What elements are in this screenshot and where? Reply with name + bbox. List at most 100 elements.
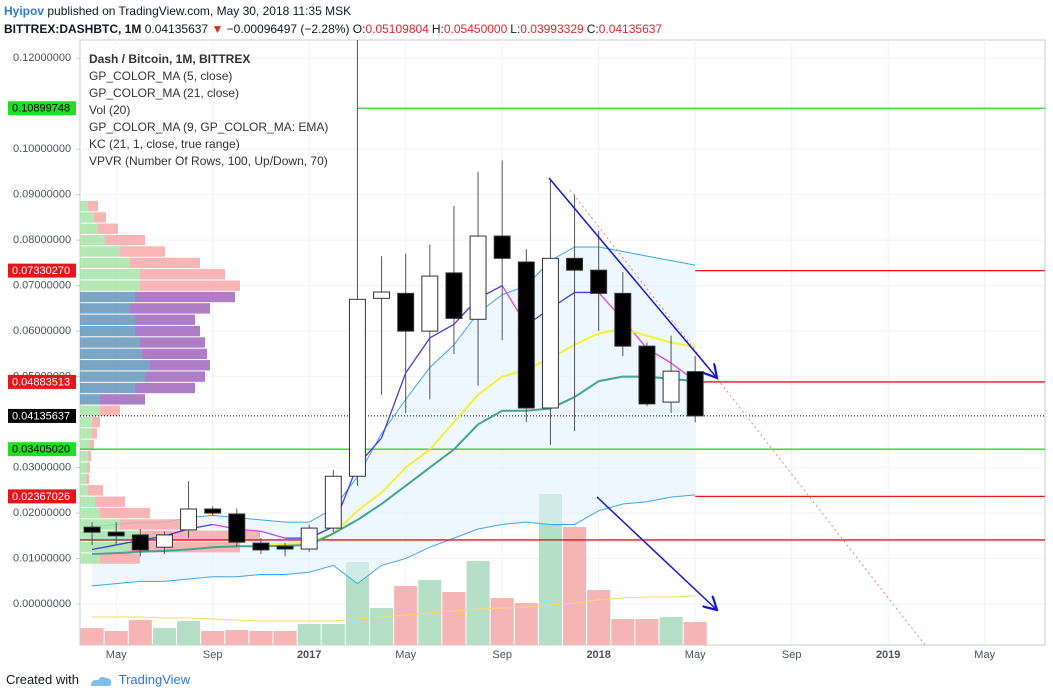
vpvr-down bbox=[98, 223, 118, 234]
vpvr-up bbox=[80, 234, 105, 246]
volume-bar bbox=[177, 621, 201, 645]
volume-bar bbox=[466, 561, 490, 645]
ohlc-key: C: bbox=[586, 22, 599, 36]
brand[interactable]: TradingView bbox=[118, 672, 191, 687]
volume-bar bbox=[345, 562, 369, 645]
x-tick-label: 2017 bbox=[297, 649, 321, 661]
candle-body bbox=[517, 261, 535, 409]
symbol: BITTREX:DASHBTC, 1M bbox=[4, 22, 142, 36]
ma-segment bbox=[574, 380, 600, 398]
vpvr-down bbox=[100, 394, 145, 405]
vpvr-up bbox=[80, 451, 88, 462]
volume-bar bbox=[104, 631, 128, 645]
volume-bar bbox=[370, 608, 394, 645]
volume-bar bbox=[442, 592, 466, 645]
vpvr-down bbox=[100, 553, 140, 564]
vpvr-down bbox=[86, 473, 89, 485]
candle-body bbox=[204, 508, 222, 514]
vpvr-down bbox=[142, 348, 207, 360]
price-tag bbox=[8, 408, 76, 423]
vpvr-down bbox=[100, 405, 120, 416]
legend-entry: VPVR (Number Of Rows, 100, Up/Down, 70) bbox=[89, 154, 328, 168]
price-tag-label: 0.04135637 bbox=[12, 410, 70, 422]
chart: Dash / Bitcoin, 1M, BITTREX GP_COLOR_MA (… bbox=[8, 39, 1046, 661]
kc-lower bbox=[92, 494, 696, 587]
ma-segment bbox=[332, 519, 358, 535]
vpvr-up bbox=[80, 394, 100, 405]
volume-bar bbox=[538, 494, 562, 645]
price-tag bbox=[8, 263, 76, 278]
candle-body bbox=[421, 275, 439, 332]
ma-segment bbox=[380, 484, 407, 505]
ohlc-value: 0.05450000 bbox=[443, 22, 508, 36]
x-tick-label: Sep bbox=[782, 649, 802, 661]
volume-bar bbox=[297, 624, 321, 645]
candle-body bbox=[83, 526, 101, 533]
y-tick-label: 0.01000000 bbox=[13, 552, 71, 564]
vpvr-up bbox=[80, 223, 98, 234]
y-tick-label: 0.06000000 bbox=[13, 325, 71, 337]
vpvr-up bbox=[80, 405, 100, 416]
legend-entry: Vol (20) bbox=[89, 103, 130, 117]
volume-bar bbox=[659, 617, 683, 645]
x-tick-label: 2019 bbox=[876, 649, 900, 661]
ma-segment bbox=[356, 491, 383, 512]
ma-segment bbox=[429, 323, 455, 339]
change: −0.00096497 (−2.28%) bbox=[226, 22, 350, 36]
vpvr-up bbox=[80, 382, 135, 394]
ma-segment bbox=[405, 337, 431, 374]
ma-segment bbox=[116, 550, 141, 555]
candle-body bbox=[180, 508, 198, 531]
volume-bar bbox=[587, 590, 611, 645]
volume-bar bbox=[80, 628, 104, 645]
ma-segment bbox=[140, 549, 165, 553]
ma-segment bbox=[164, 548, 189, 552]
x-tick-label: May bbox=[106, 649, 127, 661]
ma-segment bbox=[380, 372, 407, 439]
author[interactable]: Hyipov bbox=[4, 4, 45, 18]
candle-body bbox=[252, 542, 270, 551]
y-tick-label: 0.00000000 bbox=[13, 598, 71, 610]
price-tag-label: 0.03405020 bbox=[12, 444, 70, 456]
arrow: ▼ bbox=[211, 22, 224, 36]
candle-body bbox=[493, 235, 511, 259]
vpvr-up bbox=[80, 553, 100, 564]
vpvr-up bbox=[80, 280, 140, 291]
ma-segment bbox=[332, 510, 359, 535]
x-tick-label: Sep bbox=[492, 649, 512, 661]
vpvr-down bbox=[88, 200, 98, 212]
y-tick-label: 0.03000000 bbox=[13, 462, 71, 474]
vpvr-down bbox=[140, 269, 225, 280]
x-tick-label: May bbox=[974, 649, 995, 661]
vpvr-up bbox=[80, 348, 142, 360]
price-tag bbox=[8, 101, 76, 116]
price-tag-label: 0.02367026 bbox=[12, 491, 70, 503]
vpvr-up bbox=[80, 462, 87, 473]
created: Created with bbox=[6, 672, 79, 687]
vpvr-up bbox=[80, 428, 92, 439]
x-tick-label: May bbox=[685, 649, 706, 661]
ohlc-value: 0.05109804 bbox=[365, 22, 429, 36]
vpvr-down bbox=[130, 542, 240, 553]
ma-segment bbox=[212, 545, 237, 549]
vpvr-down bbox=[135, 382, 195, 394]
volume-bar bbox=[563, 527, 587, 645]
candle-body bbox=[373, 291, 391, 299]
header: Hyipov published on TradingView.com, May… bbox=[4, 2, 665, 38]
price-tag-label: 0.04883513 bbox=[12, 376, 70, 388]
vpvr-down bbox=[145, 371, 205, 382]
vpvr-up bbox=[80, 325, 135, 337]
vpvr-down bbox=[120, 519, 180, 530]
ma-segment bbox=[453, 394, 479, 423]
ma-segment bbox=[477, 409, 503, 426]
vpvr-down bbox=[135, 325, 200, 337]
ma-segment bbox=[429, 448, 455, 469]
legend-entry: GP_COLOR_MA (9, GP_COLOR_MA: EMA) bbox=[89, 120, 328, 134]
legend-entry: GP_COLOR_MA (5, close) bbox=[89, 69, 232, 83]
volume-bar bbox=[249, 631, 273, 645]
vpvr-up bbox=[80, 439, 90, 451]
footer: Created with TradingView bbox=[6, 672, 190, 688]
ma-segment bbox=[260, 530, 286, 539]
vpvr-down bbox=[140, 530, 260, 542]
published: published on TradingView.com, May 30, 20… bbox=[47, 4, 352, 18]
